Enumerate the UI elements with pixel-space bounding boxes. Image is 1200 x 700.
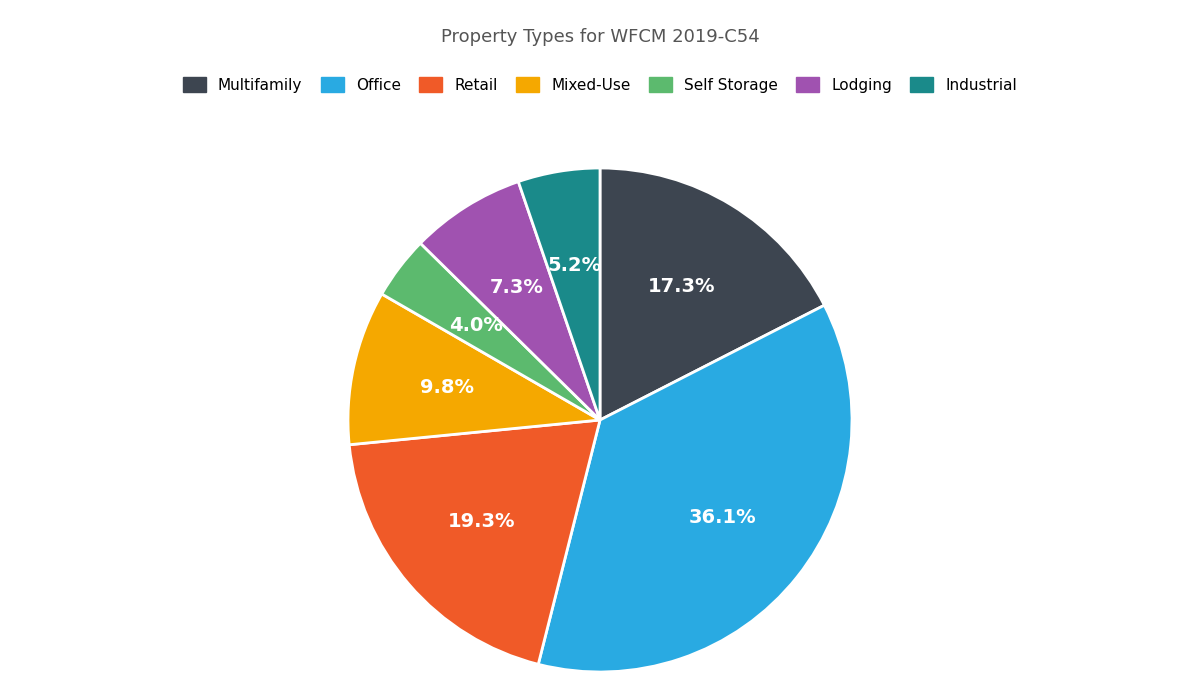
Wedge shape <box>348 294 600 444</box>
Wedge shape <box>600 168 824 420</box>
Text: 36.1%: 36.1% <box>689 508 756 527</box>
Wedge shape <box>539 305 852 672</box>
Wedge shape <box>518 168 600 420</box>
Wedge shape <box>420 181 600 420</box>
Text: 17.3%: 17.3% <box>648 277 715 296</box>
Text: 19.3%: 19.3% <box>448 512 515 531</box>
Text: 4.0%: 4.0% <box>449 316 503 335</box>
Text: Property Types for WFCM 2019-C54: Property Types for WFCM 2019-C54 <box>440 28 760 46</box>
Text: 5.2%: 5.2% <box>547 256 601 275</box>
Text: 9.8%: 9.8% <box>420 377 474 396</box>
Wedge shape <box>382 243 600 420</box>
Legend: Multifamily, Office, Retail, Mixed-Use, Self Storage, Lodging, Industrial: Multifamily, Office, Retail, Mixed-Use, … <box>176 71 1024 99</box>
Text: 7.3%: 7.3% <box>490 279 544 298</box>
Wedge shape <box>349 420 600 664</box>
